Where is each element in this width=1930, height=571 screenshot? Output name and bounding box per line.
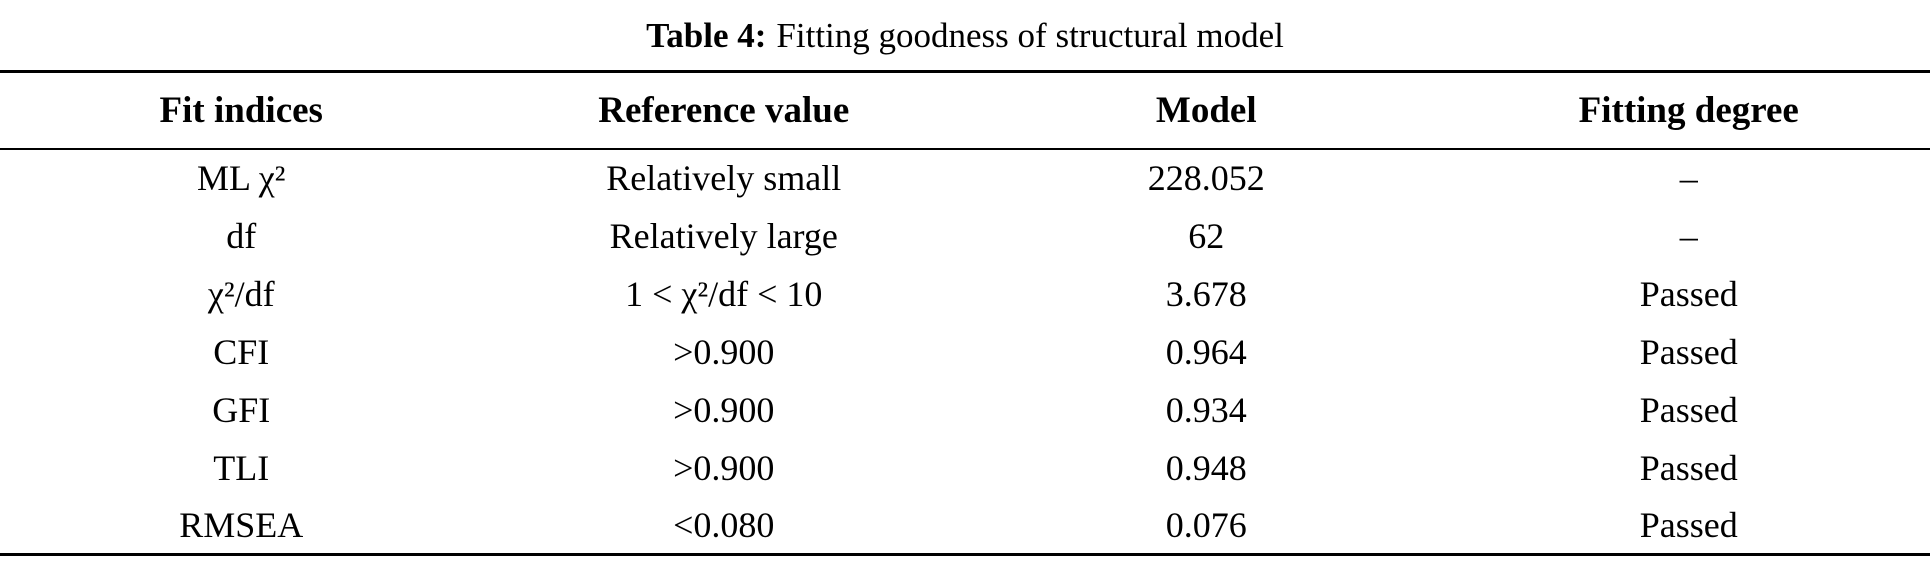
- table-row: GFI >0.900 0.934 Passed: [0, 381, 1930, 439]
- table-row: χ²/df 1 < χ²/df < 10 3.678 Passed: [0, 265, 1930, 323]
- table-caption: Table 4: Fitting goodness of structural …: [0, 0, 1930, 70]
- cell-fit-index: ML χ²: [197, 158, 286, 198]
- cell-fitting-degree: Passed: [1639, 447, 1738, 488]
- column-header-fit-indices: Fit indices: [0, 71, 483, 150]
- column-header-model: Model: [965, 71, 1448, 150]
- cell-model-value: 228.052: [1147, 158, 1265, 198]
- cell-reference-value: >0.900: [673, 331, 775, 372]
- table-row: RMSEA <0.080 0.076 Passed: [0, 497, 1930, 555]
- table-row: df Relatively large 62 –: [0, 207, 1930, 265]
- table-row: ML χ² Relatively small 228.052 –: [0, 149, 1930, 207]
- cell-fitting-degree: Passed: [1639, 504, 1738, 545]
- column-header-reference-value: Reference value: [482, 71, 965, 150]
- cell-model-value: 0.076: [1165, 504, 1247, 545]
- cell-model-value: 0.934: [1165, 389, 1247, 430]
- cell-fitting-degree: Passed: [1639, 273, 1738, 314]
- cell-fitting-degree: Passed: [1639, 331, 1738, 372]
- cell-fitting-degree: –: [1679, 158, 1698, 198]
- cell-fitting-degree: –: [1679, 215, 1698, 256]
- cell-reference-value: >0.900: [673, 447, 775, 488]
- cell-model-value: 62: [1188, 215, 1225, 256]
- cell-fit-index: TLI: [213, 447, 270, 488]
- cell-reference-value: <0.080: [673, 504, 775, 545]
- cell-fit-index: χ²/df: [207, 273, 275, 314]
- cell-reference-value: Relatively large: [609, 215, 838, 256]
- table-header-row: Fit indices Reference value Model Fittin…: [0, 71, 1930, 150]
- cell-reference-value: Relatively small: [606, 158, 842, 198]
- table-row: CFI >0.900 0.964 Passed: [0, 323, 1930, 381]
- cell-fit-index: CFI: [213, 331, 270, 372]
- cell-fit-index: df: [226, 215, 257, 256]
- cell-fit-index: GFI: [212, 389, 271, 430]
- cell-reference-value: 1 < χ²/df < 10: [625, 273, 823, 314]
- column-header-fitting-degree: Fitting degree: [1447, 71, 1930, 150]
- cell-model-value: 0.948: [1165, 447, 1247, 488]
- cell-fit-index: RMSEA: [179, 504, 304, 545]
- cell-model-value: 3.678: [1165, 273, 1247, 314]
- cell-model-value: 0.964: [1165, 331, 1247, 372]
- table-caption-label: Table 4:: [646, 15, 767, 55]
- table-caption-title: Fitting goodness of structural model: [776, 15, 1284, 55]
- fit-indices-table: Fit indices Reference value Model Fittin…: [0, 70, 1930, 556]
- cell-reference-value: >0.900: [673, 389, 775, 430]
- table-row: TLI >0.900 0.948 Passed: [0, 439, 1930, 497]
- cell-fitting-degree: Passed: [1639, 389, 1738, 430]
